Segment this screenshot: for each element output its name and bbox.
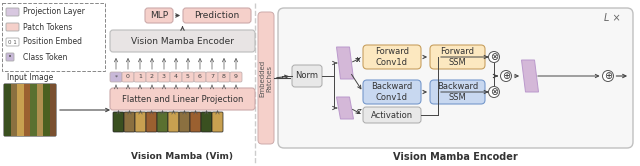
FancyBboxPatch shape <box>157 112 168 132</box>
FancyBboxPatch shape <box>292 65 322 87</box>
Text: •: • <box>8 54 12 60</box>
Text: Flatten and Linear Projection: Flatten and Linear Projection <box>122 94 243 103</box>
Text: 8: 8 <box>222 75 226 80</box>
FancyBboxPatch shape <box>110 88 255 110</box>
FancyBboxPatch shape <box>158 72 170 82</box>
Bar <box>30 84 36 136</box>
Text: 0 1: 0 1 <box>8 40 17 44</box>
FancyBboxPatch shape <box>135 112 146 132</box>
Text: Forward
SSM: Forward SSM <box>440 47 474 67</box>
FancyBboxPatch shape <box>182 72 194 82</box>
Text: z: z <box>356 108 360 117</box>
FancyBboxPatch shape <box>113 112 124 132</box>
Text: ⊕: ⊕ <box>502 71 510 81</box>
FancyBboxPatch shape <box>146 112 157 132</box>
FancyBboxPatch shape <box>179 112 190 132</box>
Bar <box>10 84 17 136</box>
Bar <box>4 84 10 136</box>
Text: Input Image: Input Image <box>7 74 53 83</box>
Text: Activation: Activation <box>371 111 413 120</box>
Text: 9: 9 <box>234 75 238 80</box>
FancyBboxPatch shape <box>110 30 255 52</box>
Text: 2: 2 <box>150 75 154 80</box>
FancyBboxPatch shape <box>218 72 230 82</box>
Text: 3: 3 <box>162 75 166 80</box>
Text: *: * <box>115 75 118 80</box>
FancyBboxPatch shape <box>134 72 146 82</box>
FancyBboxPatch shape <box>6 8 19 16</box>
FancyBboxPatch shape <box>430 45 485 69</box>
Text: 7: 7 <box>210 75 214 80</box>
FancyBboxPatch shape <box>146 72 158 82</box>
Text: 5: 5 <box>186 75 190 80</box>
Text: Patch Tokens: Patch Tokens <box>23 23 72 32</box>
Polygon shape <box>337 97 353 119</box>
Text: 0: 0 <box>126 75 130 80</box>
FancyBboxPatch shape <box>2 3 105 71</box>
Bar <box>24 84 30 136</box>
Text: 4: 4 <box>174 75 178 80</box>
Text: Class Token: Class Token <box>23 52 67 61</box>
Text: Prediction: Prediction <box>195 11 239 20</box>
Circle shape <box>500 71 511 82</box>
FancyBboxPatch shape <box>183 8 251 23</box>
FancyBboxPatch shape <box>110 72 122 82</box>
FancyBboxPatch shape <box>6 53 14 61</box>
Text: Norm: Norm <box>296 72 319 81</box>
FancyBboxPatch shape <box>4 84 56 136</box>
Text: Vision Mamba Encoder: Vision Mamba Encoder <box>131 37 234 45</box>
FancyBboxPatch shape <box>363 107 421 123</box>
FancyBboxPatch shape <box>230 72 242 82</box>
FancyBboxPatch shape <box>363 45 421 69</box>
Text: ⊗: ⊗ <box>490 87 498 97</box>
Text: L ×: L × <box>604 13 621 23</box>
Bar <box>43 84 49 136</box>
FancyBboxPatch shape <box>278 8 633 148</box>
Text: Vision Mamba (Vim): Vision Mamba (Vim) <box>131 153 233 162</box>
Bar <box>17 84 24 136</box>
FancyBboxPatch shape <box>212 112 223 132</box>
FancyBboxPatch shape <box>258 12 274 144</box>
FancyBboxPatch shape <box>124 112 135 132</box>
Polygon shape <box>522 60 538 92</box>
Text: MLP: MLP <box>150 11 168 20</box>
FancyBboxPatch shape <box>145 8 173 23</box>
Text: x: x <box>355 55 360 65</box>
Text: Backward
Conv1d: Backward Conv1d <box>371 82 413 102</box>
FancyBboxPatch shape <box>170 72 182 82</box>
Text: ⊗: ⊗ <box>490 52 498 62</box>
FancyBboxPatch shape <box>363 80 421 104</box>
Circle shape <box>488 51 499 63</box>
Text: Backward
SSM: Backward SSM <box>437 82 478 102</box>
FancyBboxPatch shape <box>201 112 212 132</box>
FancyBboxPatch shape <box>122 72 134 82</box>
Circle shape <box>602 71 614 82</box>
Bar <box>49 84 56 136</box>
Text: Projection Layer: Projection Layer <box>23 7 85 16</box>
Text: Position Embed: Position Embed <box>23 38 82 46</box>
FancyBboxPatch shape <box>194 72 206 82</box>
FancyBboxPatch shape <box>6 38 19 46</box>
FancyBboxPatch shape <box>190 112 201 132</box>
Text: Vision Mamba Encoder: Vision Mamba Encoder <box>393 152 518 162</box>
FancyBboxPatch shape <box>206 72 218 82</box>
Text: ⊕: ⊕ <box>604 71 612 81</box>
Text: 6: 6 <box>198 75 202 80</box>
Text: Forward
Conv1d: Forward Conv1d <box>375 47 409 67</box>
Text: 1: 1 <box>138 75 142 80</box>
FancyBboxPatch shape <box>168 112 179 132</box>
Text: Embedded
Patches: Embedded Patches <box>259 59 273 97</box>
FancyBboxPatch shape <box>6 23 19 31</box>
Circle shape <box>488 86 499 97</box>
Bar <box>36 84 43 136</box>
Polygon shape <box>337 47 353 79</box>
FancyBboxPatch shape <box>430 80 485 104</box>
